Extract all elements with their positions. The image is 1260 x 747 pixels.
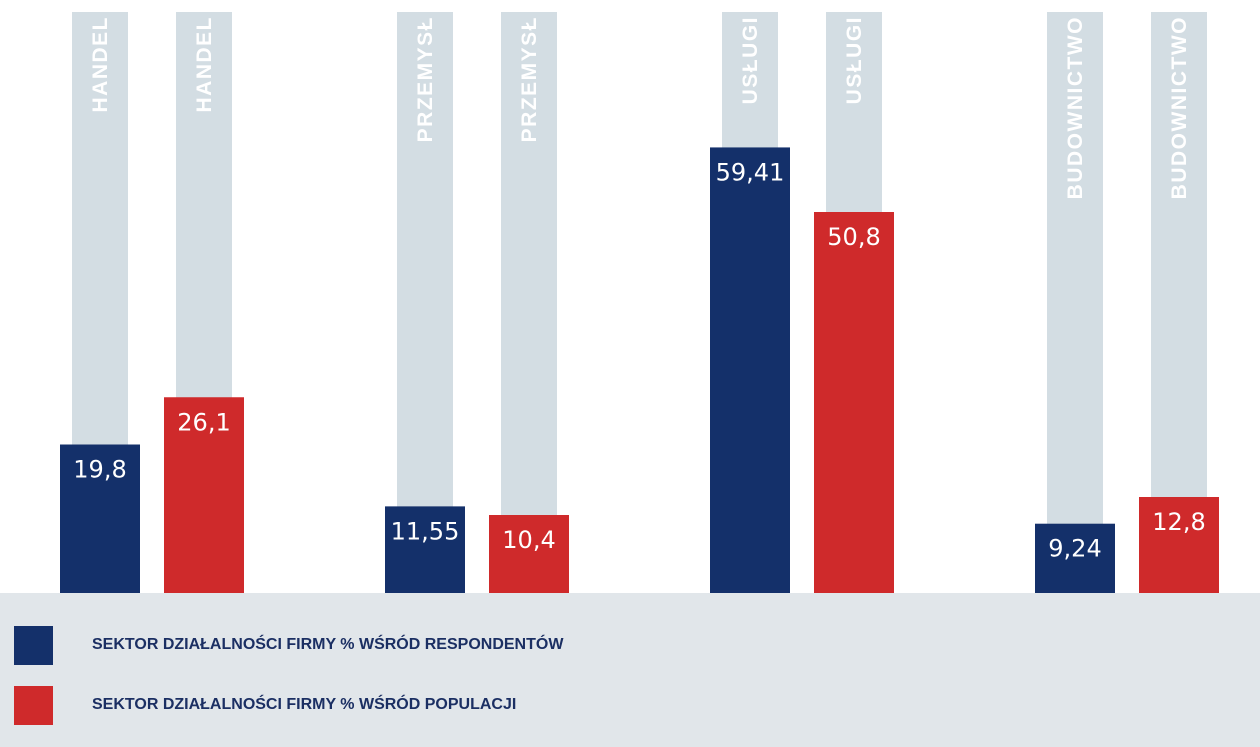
value-label-uslugi-respondents: 59,41: [716, 158, 785, 186]
value-label-handel-respondents: 19,8: [73, 456, 126, 484]
value-label-handel-population: 26,1: [177, 408, 230, 436]
value-label-przemysl-population: 10,4: [502, 526, 555, 554]
bar-chart: HANDEL 19,8 HANDEL 26,1 PRZEMYSŁ 11,55 PRZEMYS…: [60, 12, 1219, 593]
category-label-uslugi-population: USŁUGI: [843, 16, 866, 104]
category-label-budownictwo-respondents: BUDOWNICTWO: [1064, 16, 1087, 199]
legend-swatch-respondents: [14, 625, 53, 665]
legend-label-population: SEKTOR DZIAŁALNOŚCI FIRMY % WŚRÓD POPULA…: [92, 696, 517, 713]
bar-track-budownictwo-population: [1151, 12, 1207, 593]
bar-handel-respondents: [60, 444, 140, 593]
bar-uslugi-respondents: [710, 147, 790, 593]
legend-item-population: SEKTOR DZIAŁALNOŚCI FIRMY % WŚRÓD POPULA…: [14, 685, 516, 725]
bar-budownictwo-population: [1139, 497, 1219, 593]
bar-przemysl-respondents: [385, 506, 465, 593]
bar-budownictwo-respondents: [1035, 523, 1115, 593]
bar-track-przemysl-respondents: [397, 12, 453, 593]
bar-handel-population: [164, 397, 244, 593]
category-label-przemysl-respondents: PRZEMYSŁ: [414, 16, 437, 142]
category-label-przemysl-population: PRZEMYSŁ: [518, 16, 541, 142]
value-label-budownictwo-population: 12,8: [1152, 508, 1205, 536]
legend-swatch-population: [14, 685, 53, 725]
legend-item-respondents: SEKTOR DZIAŁALNOŚCI FIRMY % WŚRÓD RESPON…: [14, 625, 563, 665]
legend-label-respondents: SEKTOR DZIAŁALNOŚCI FIRMY % WŚRÓD RESPON…: [92, 636, 564, 653]
bar-track-przemysl-population: [501, 12, 557, 593]
bar-track-budownictwo-respondents: [1047, 12, 1103, 593]
value-label-przemysl-respondents: 11,55: [391, 517, 460, 545]
category-label-budownictwo-population: BUDOWNICTWO: [1168, 16, 1191, 199]
category-label-handel-respondents: HANDEL: [89, 16, 112, 113]
category-label-handel-population: HANDEL: [193, 16, 216, 113]
bar-przemysl-population: [489, 515, 569, 593]
value-label-budownictwo-respondents: 9,24: [1048, 535, 1101, 563]
value-label-uslugi-population: 50,8: [827, 223, 880, 251]
chart-legend: SEKTOR DZIAŁALNOŚCI FIRMY % WŚRÓD RESPON…: [0, 593, 1260, 747]
bar-uslugi-population: [814, 212, 894, 593]
category-label-uslugi-respondents: USŁUGI: [739, 16, 762, 104]
